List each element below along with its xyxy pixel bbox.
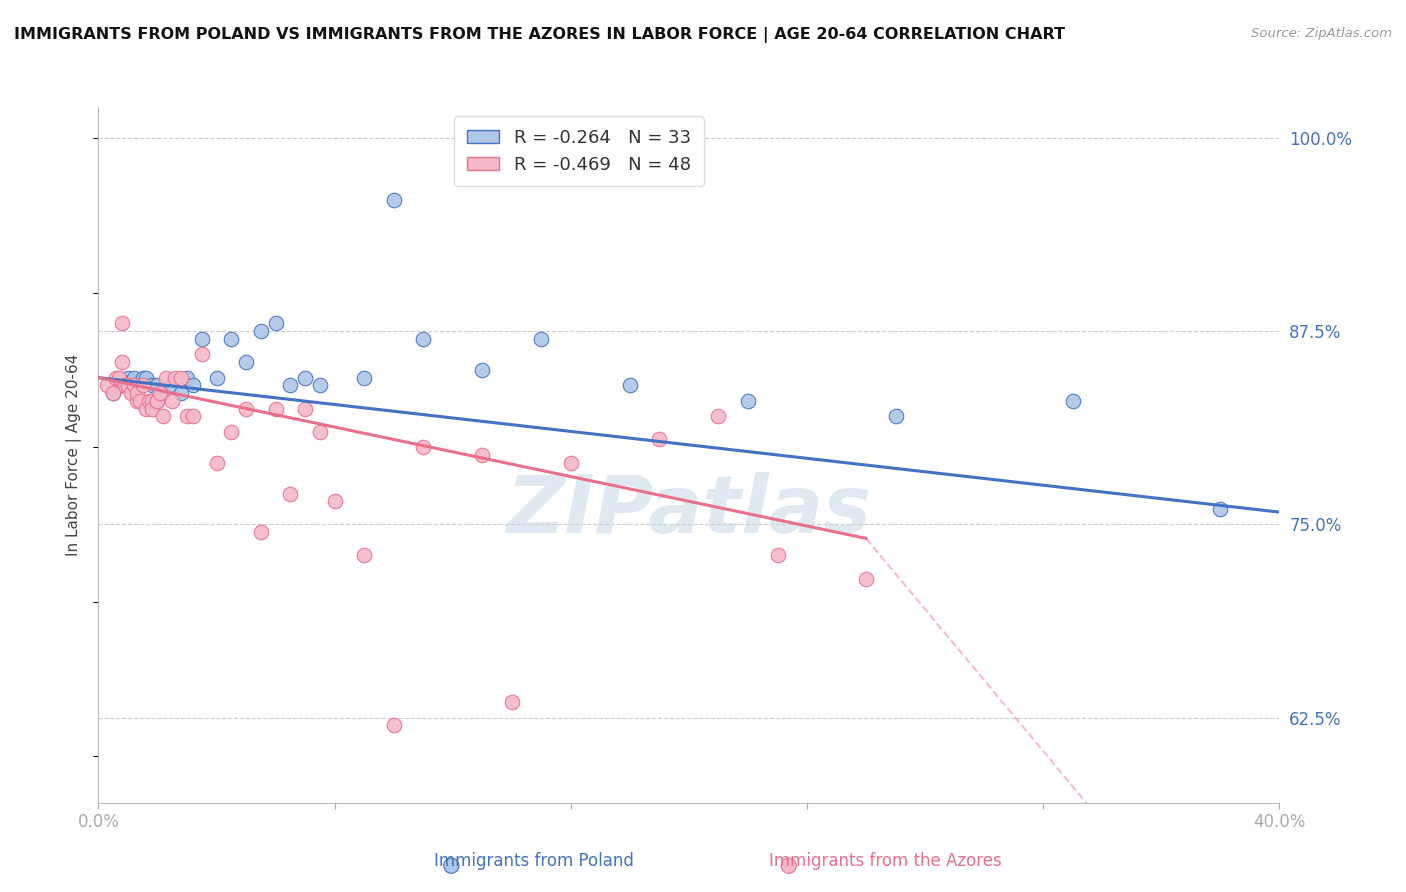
Point	[205, 456, 228, 470]
Point	[191, 347, 214, 361]
Point	[135, 370, 157, 384]
Point	[219, 332, 242, 346]
Point	[250, 525, 273, 540]
Point	[309, 425, 332, 439]
Circle shape	[444, 858, 458, 873]
Point	[128, 393, 150, 408]
Point	[122, 370, 145, 384]
Point	[235, 401, 257, 416]
Point	[162, 378, 183, 392]
Point	[141, 393, 163, 408]
Point	[176, 409, 198, 424]
Point	[219, 425, 242, 439]
Point	[141, 378, 163, 392]
Point	[323, 494, 346, 508]
Point	[111, 378, 134, 392]
Point	[181, 409, 204, 424]
Point	[138, 393, 160, 408]
Point	[125, 386, 148, 401]
Point	[162, 393, 183, 408]
Point	[382, 193, 405, 207]
Point	[250, 324, 273, 338]
Point	[170, 386, 193, 401]
Point	[152, 386, 174, 401]
Text: Immigrants from the Azores: Immigrants from the Azores	[769, 852, 1002, 870]
Point	[294, 401, 316, 416]
Point	[501, 695, 523, 709]
Point	[117, 378, 139, 392]
Point	[855, 572, 877, 586]
Circle shape	[782, 858, 796, 873]
Text: ZIPatlas: ZIPatlas	[506, 472, 872, 549]
Point	[471, 363, 494, 377]
Point	[108, 370, 131, 384]
Point	[353, 370, 375, 384]
Point	[1062, 393, 1084, 408]
Point	[191, 332, 214, 346]
Point	[135, 401, 157, 416]
Point	[96, 378, 118, 392]
Point	[560, 456, 582, 470]
Point	[125, 393, 148, 408]
Text: IMMIGRANTS FROM POLAND VS IMMIGRANTS FROM THE AZORES IN LABOR FORCE | AGE 20-64 : IMMIGRANTS FROM POLAND VS IMMIGRANTS FRO…	[14, 27, 1066, 43]
Point	[353, 549, 375, 563]
Point	[471, 448, 494, 462]
Point	[205, 370, 228, 384]
Point	[382, 718, 405, 732]
Point	[149, 386, 172, 401]
Point	[141, 401, 163, 416]
Point	[278, 378, 302, 392]
Point	[707, 409, 730, 424]
Point	[114, 378, 136, 392]
Point	[294, 370, 316, 384]
Point	[766, 549, 789, 563]
Point	[120, 386, 142, 401]
Point	[619, 378, 641, 392]
Text: Immigrants from Poland: Immigrants from Poland	[434, 852, 634, 870]
Point	[530, 332, 553, 346]
Point	[176, 370, 198, 384]
Point	[103, 386, 125, 401]
Point	[278, 486, 302, 500]
Point	[648, 433, 671, 447]
Legend: R = -0.264   N = 33, R = -0.469   N = 48: R = -0.264 N = 33, R = -0.469 N = 48	[454, 116, 703, 186]
Point	[165, 370, 187, 384]
Point	[309, 378, 332, 392]
Point	[1209, 502, 1232, 516]
Text: Source: ZipAtlas.com: Source: ZipAtlas.com	[1251, 27, 1392, 40]
Point	[103, 386, 125, 401]
Point	[264, 401, 287, 416]
Point	[146, 378, 169, 392]
Point	[111, 355, 134, 369]
Point	[146, 393, 169, 408]
Y-axis label: In Labor Force | Age 20-64: In Labor Force | Age 20-64	[66, 354, 83, 556]
Point	[122, 378, 145, 392]
Point	[737, 393, 759, 408]
Point	[132, 370, 155, 384]
Point	[412, 332, 434, 346]
Point	[155, 370, 177, 384]
Point	[111, 317, 134, 331]
Point	[125, 378, 148, 392]
Point	[884, 409, 907, 424]
Point	[105, 370, 128, 384]
Point	[132, 378, 155, 392]
Point	[264, 317, 287, 331]
Point	[235, 355, 257, 369]
Point	[181, 378, 204, 392]
Point	[412, 440, 434, 454]
Point	[170, 370, 193, 384]
Point	[146, 393, 169, 408]
Point	[152, 409, 174, 424]
Point	[117, 370, 139, 384]
